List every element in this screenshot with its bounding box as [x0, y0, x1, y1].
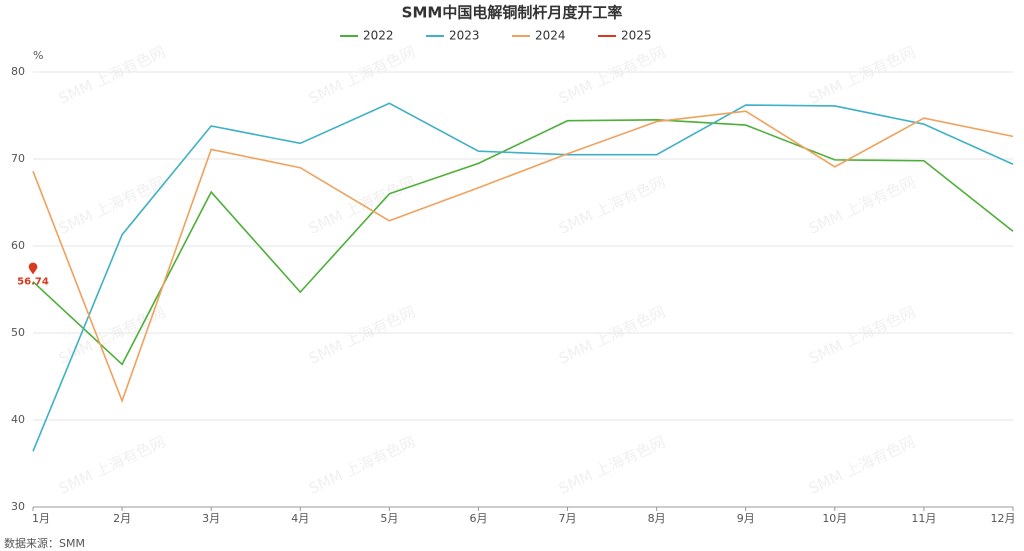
watermark: SMM 上海有色网	[806, 433, 918, 498]
watermark: SMM 上海有色网	[806, 303, 918, 368]
y-tick-label: 70	[11, 152, 25, 165]
watermark: SMM 上海有色网	[306, 303, 418, 368]
x-tick-label: 5月	[380, 512, 398, 525]
chart-title: SMM中国电解铜制杆月度开工率	[402, 4, 623, 22]
watermark: SMM 上海有色网	[56, 43, 168, 108]
y-tick-label: 30	[11, 500, 25, 513]
y-tick-label: 80	[11, 65, 25, 78]
y-tick-label: 50	[11, 326, 25, 339]
x-tick-label: 9月	[737, 512, 755, 525]
legend-label: 2022	[363, 29, 394, 43]
x-tick-label: 6月	[469, 512, 487, 525]
series-line	[32, 110, 1014, 404]
x-tick-label: 3月	[202, 512, 220, 525]
x-tick-label: 8月	[648, 512, 666, 525]
watermark: SMM 上海有色网	[56, 173, 168, 238]
legend-label: 2025	[621, 29, 652, 43]
watermark: SMM 上海有色网	[556, 43, 668, 108]
watermark: SMM 上海有色网	[306, 433, 418, 498]
source: 数据来源：SMM	[4, 536, 85, 550]
x-tick-label: 1月	[32, 512, 50, 525]
legend-label: 2023	[449, 29, 480, 43]
watermark: SMM 上海有色网	[556, 173, 668, 238]
watermark: SMM 上海有色网	[556, 303, 668, 368]
watermark: SMM 上海有色网	[556, 433, 668, 498]
y-tick-label: 60	[11, 239, 25, 252]
watermark: SMM 上海有色网	[806, 173, 918, 238]
legend-label: 2024	[535, 29, 566, 43]
watermark: SMM 上海有色网	[306, 43, 418, 108]
series-line	[32, 119, 1014, 366]
x-tick-label: 10月	[822, 512, 847, 525]
watermark: SMM 上海有色网	[56, 303, 168, 368]
point-pin	[28, 262, 38, 275]
x-tick-label: 12月	[991, 512, 1016, 525]
y-unit: %	[33, 49, 43, 62]
series-line	[32, 102, 1014, 452]
data-label: 56.74	[17, 276, 49, 287]
x-tick-label: 11月	[911, 512, 936, 525]
x-tick-label: 4月	[291, 512, 309, 525]
y-tick-label: 40	[11, 413, 25, 426]
x-tick-label: 2月	[113, 512, 131, 525]
watermark: SMM 上海有色网	[56, 433, 168, 498]
watermark: SMM 上海有色网	[806, 43, 918, 108]
x-tick-label: 7月	[559, 512, 577, 525]
